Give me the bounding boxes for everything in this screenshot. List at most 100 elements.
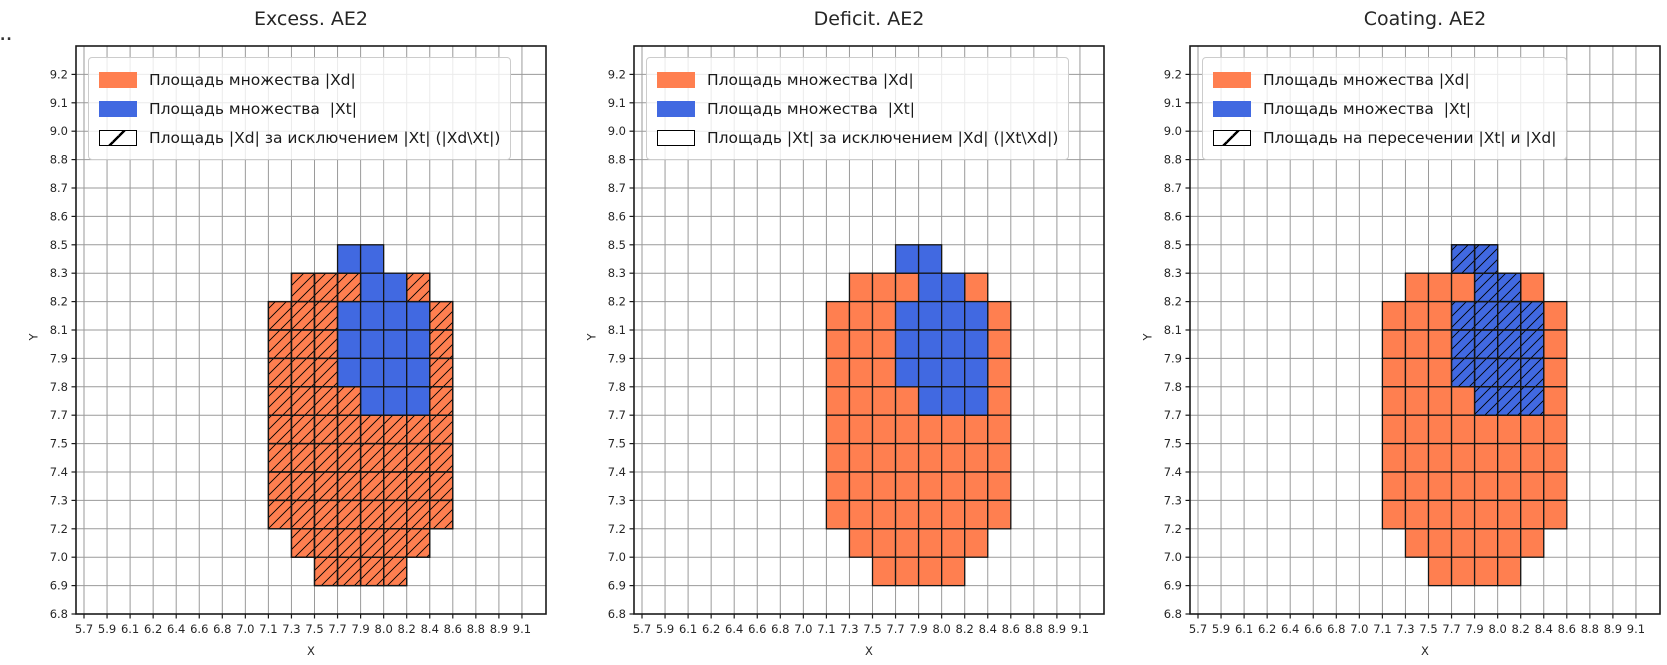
svg-text:6.9: 6.9 xyxy=(1164,579,1182,593)
svg-text:9.1: 9.1 xyxy=(1164,96,1182,110)
chart-deficit: Deficit. AE2 5.7 5.9 6.1 6.2 6.4 6.6 6.8 7.0 7.1… xyxy=(584,8,1114,663)
legend-item: Площадь множества |Xt| xyxy=(99,94,500,123)
svg-text:6.6: 6.6 xyxy=(748,622,766,636)
y-axis-label: Y xyxy=(1140,333,1155,341)
svg-text:6.1: 6.1 xyxy=(1235,622,1253,636)
svg-text:6.1: 6.1 xyxy=(679,622,697,636)
legend-item: Площадь множества |Xd| xyxy=(1213,65,1556,94)
svg-text:7.1: 7.1 xyxy=(259,622,277,636)
svg-text:7.7: 7.7 xyxy=(886,622,904,636)
svg-text:8.8: 8.8 xyxy=(1025,622,1043,636)
svg-text:8.0: 8.0 xyxy=(1489,622,1507,636)
svg-text:7.1: 7.1 xyxy=(817,622,835,636)
svg-text:8.7: 8.7 xyxy=(1164,181,1182,195)
legend-label: Площадь множества |Xt| xyxy=(1263,99,1471,118)
svg-text:7.9: 7.9 xyxy=(1465,622,1483,636)
svg-text:8.0: 8.0 xyxy=(375,622,393,636)
corner-truncated-text: .. xyxy=(0,28,13,44)
svg-text:6.2: 6.2 xyxy=(1258,622,1276,636)
svg-text:7.3: 7.3 xyxy=(608,493,626,507)
x-axis-label: X xyxy=(865,644,873,658)
plot-area-excess: 5.7 5.9 6.1 6.2 6.4 6.6 6.8 7.0 7.1 7.3 7.5 7.7 7.9 8… xyxy=(50,45,547,636)
svg-text:7.0: 7.0 xyxy=(50,550,68,564)
xd-area-swatch xyxy=(657,71,695,88)
hatch-area-swatch xyxy=(1213,129,1251,146)
svg-text:8.1: 8.1 xyxy=(50,323,68,337)
svg-text:7.0: 7.0 xyxy=(608,550,626,564)
chart-coating: Coating. AE2 5.7 5.9 6.1 6.2 6.4 6.6 6.8 7.0 7.1… xyxy=(1140,8,1667,663)
legend-label: Площадь множества |Xd| xyxy=(149,70,356,89)
xt-area-swatch xyxy=(99,100,137,117)
legend-item: Площадь множества |Xd| xyxy=(657,65,1058,94)
legend-label: Площадь множества |Xt| xyxy=(149,99,357,118)
svg-text:8.8: 8.8 xyxy=(608,153,626,167)
legend-label: Площадь |Xd| за исключением |Xt| (|Xd\Xt… xyxy=(149,128,501,147)
svg-text:5.9: 5.9 xyxy=(98,622,116,636)
svg-text:7.3: 7.3 xyxy=(1164,493,1182,507)
legend-item: Площадь на пересечении |Xt| и |Xd| xyxy=(1213,123,1556,152)
svg-text:8.4: 8.4 xyxy=(979,622,997,636)
svg-text:6.9: 6.9 xyxy=(50,579,68,593)
svg-text:6.4: 6.4 xyxy=(167,622,185,636)
legend-deficit: Площадь множества |Xd| Площадь множества… xyxy=(646,57,1070,160)
svg-text:9.1: 9.1 xyxy=(1071,622,1089,636)
x-axis-label: X xyxy=(307,644,315,658)
svg-text:8.2: 8.2 xyxy=(398,622,416,636)
svg-text:7.5: 7.5 xyxy=(305,622,323,636)
legend-item: Площадь |Xd| за исключением |Xt| (|Xd\Xt… xyxy=(99,123,500,152)
svg-text:7.3: 7.3 xyxy=(50,493,68,507)
legend-item: Площадь множества |Xd| xyxy=(99,65,500,94)
svg-text:8.6: 8.6 xyxy=(1002,622,1020,636)
svg-text:7.4: 7.4 xyxy=(608,465,626,479)
legend-item: Площадь |Xt| за исключением |Xd| (|Xt\Xd… xyxy=(657,123,1058,152)
svg-text:7.9: 7.9 xyxy=(909,622,927,636)
svg-text:7.7: 7.7 xyxy=(1442,622,1460,636)
svg-text:7.7: 7.7 xyxy=(328,622,346,636)
svg-text:8.8: 8.8 xyxy=(467,622,485,636)
svg-text:8.6: 8.6 xyxy=(1558,622,1576,636)
svg-text:7.5: 7.5 xyxy=(50,437,68,451)
svg-text:8.8: 8.8 xyxy=(50,153,68,167)
svg-text:9.2: 9.2 xyxy=(608,67,626,81)
svg-text:7.3: 7.3 xyxy=(282,622,300,636)
svg-text:8.7: 8.7 xyxy=(608,181,626,195)
xt-area-swatch xyxy=(1213,100,1251,117)
svg-text:7.9: 7.9 xyxy=(608,351,626,365)
svg-text:8.6: 8.6 xyxy=(50,209,68,223)
legend-excess: Площадь множества |Xd| Площадь множества… xyxy=(88,57,512,160)
svg-text:7.5: 7.5 xyxy=(1419,622,1437,636)
plot-area-deficit: 5.7 5.9 6.1 6.2 6.4 6.6 6.8 7.0 7.1 7.3 7.5 7.7 7.9 8… xyxy=(608,45,1105,636)
svg-text:8.2: 8.2 xyxy=(1164,295,1182,309)
svg-text:7.4: 7.4 xyxy=(1164,465,1182,479)
svg-text:6.2: 6.2 xyxy=(144,622,162,636)
svg-text:9.0: 9.0 xyxy=(1164,124,1182,138)
svg-text:7.8: 7.8 xyxy=(50,380,68,394)
svg-text:8.3: 8.3 xyxy=(50,266,68,280)
hatch-area-swatch xyxy=(99,129,137,146)
svg-text:6.8: 6.8 xyxy=(771,622,789,636)
svg-text:8.2: 8.2 xyxy=(50,295,68,309)
svg-text:7.1: 7.1 xyxy=(1373,622,1391,636)
svg-text:9.2: 9.2 xyxy=(50,67,68,81)
svg-text:8.9: 8.9 xyxy=(490,622,508,636)
svg-text:8.5: 8.5 xyxy=(50,238,68,252)
svg-text:8.9: 8.9 xyxy=(1604,622,1622,636)
y-axis-label: Y xyxy=(584,333,599,341)
svg-text:6.9: 6.9 xyxy=(608,579,626,593)
svg-text:8.4: 8.4 xyxy=(1535,622,1553,636)
svg-text:6.1: 6.1 xyxy=(121,622,139,636)
svg-text:7.5: 7.5 xyxy=(1164,437,1182,451)
svg-text:9.0: 9.0 xyxy=(50,124,68,138)
xt-area-swatch xyxy=(657,100,695,117)
svg-text:6.8: 6.8 xyxy=(1164,607,1182,621)
svg-text:8.8: 8.8 xyxy=(1581,622,1599,636)
legend-label: Площадь множества |Xd| xyxy=(707,70,914,89)
svg-text:8.2: 8.2 xyxy=(1512,622,1530,636)
svg-text:9.1: 9.1 xyxy=(50,96,68,110)
svg-text:8.1: 8.1 xyxy=(1164,323,1182,337)
svg-text:5.7: 5.7 xyxy=(1189,622,1207,636)
svg-text:9.2: 9.2 xyxy=(1164,67,1182,81)
svg-text:7.7: 7.7 xyxy=(1164,408,1182,422)
chart-excess: Excess. AE2 5.7 5.9 6.1 6.2 6.4 6.6 6.8 7.0 7.1 7… xyxy=(26,8,556,663)
legend-item: Площадь множества |Xt| xyxy=(657,94,1058,123)
